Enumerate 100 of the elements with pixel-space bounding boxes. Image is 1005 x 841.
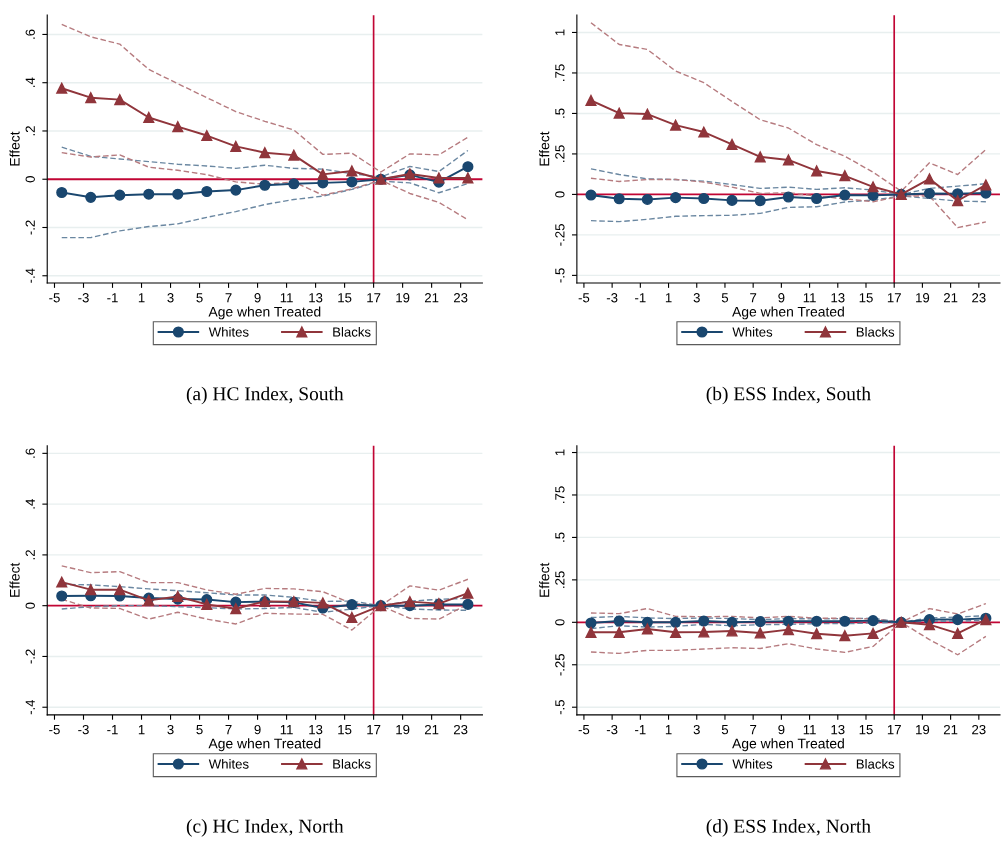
y-tick-label: -.4 bbox=[25, 268, 35, 283]
x-tick-label: 13 bbox=[831, 293, 845, 303]
y-tick-label: 0 bbox=[555, 619, 565, 626]
legend-label: Blacks bbox=[333, 759, 371, 769]
y-tick-label: .25 bbox=[555, 571, 565, 588]
x-tick-label: 19 bbox=[396, 293, 410, 303]
y-axis-title: Effect bbox=[539, 131, 550, 166]
x-tick-label: 17 bbox=[367, 293, 381, 303]
x-tick-label: 5 bbox=[196, 293, 203, 303]
x-tick-label: 11 bbox=[803, 725, 816, 735]
x-tick-label: 23 bbox=[453, 293, 468, 303]
x-axis-title: Age when Treated bbox=[732, 306, 844, 320]
x-tick-label: -1 bbox=[107, 293, 118, 303]
y-tick-label: -.2 bbox=[25, 220, 35, 235]
x-tick-label: -1 bbox=[635, 725, 646, 735]
x-tick-label: 19 bbox=[916, 293, 930, 303]
x-tick-label: 23 bbox=[972, 293, 986, 303]
x-tick-label: 11 bbox=[280, 293, 293, 303]
x-tick-label: -1 bbox=[107, 725, 118, 735]
y-tick-label: 0 bbox=[555, 191, 565, 198]
x-tick-label: 19 bbox=[396, 724, 410, 735]
y-tick-label: .2 bbox=[25, 126, 35, 136]
y-axis-title: Effect bbox=[539, 562, 550, 597]
y-tick-label: .75 bbox=[555, 486, 565, 503]
x-tick-label: 7 bbox=[750, 725, 757, 735]
legend-label: Whites bbox=[732, 759, 773, 769]
x-tick-label: -3 bbox=[606, 293, 618, 303]
y-tick-label: .2 bbox=[25, 550, 35, 560]
y-tick-label: -.5 bbox=[555, 268, 565, 283]
y-tick-label: 0 bbox=[25, 176, 35, 183]
legend-label: Whites bbox=[208, 759, 249, 769]
y-tick-label: -.4 bbox=[25, 699, 35, 715]
x-tick-label: -5 bbox=[578, 725, 590, 735]
x-tick-label: 3 bbox=[693, 293, 700, 303]
text: (c) HC Index, North bbox=[186, 819, 344, 837]
x-tick-label: 21 bbox=[424, 724, 439, 735]
x-axis-title: Age when Treated bbox=[208, 306, 321, 320]
x-tick-label: 15 bbox=[859, 293, 873, 303]
x-tick-label: 1 bbox=[665, 293, 672, 303]
x-tick-label: 7 bbox=[225, 293, 232, 303]
legend-label: Blacks bbox=[333, 327, 371, 337]
x-tick-label: 17 bbox=[887, 725, 901, 735]
x-tick-label: -3 bbox=[606, 724, 618, 735]
x-tick-label: 1 bbox=[665, 725, 672, 735]
y-tick-label: -.5 bbox=[555, 700, 565, 715]
y-tick-label: 1 bbox=[555, 29, 565, 36]
x-tick-label: -1 bbox=[635, 293, 646, 303]
x-tick-label: 15 bbox=[338, 293, 352, 303]
legend-label: Blacks bbox=[856, 327, 895, 337]
y-tick-label: .5 bbox=[555, 108, 565, 118]
x-tick-label: 15 bbox=[338, 725, 352, 735]
x-tick-label: 7 bbox=[225, 725, 232, 735]
x-tick-label: -5 bbox=[578, 293, 590, 303]
legend-label: Whites bbox=[208, 327, 249, 337]
y-tick-label: 1 bbox=[555, 449, 565, 456]
x-tick-label: 9 bbox=[778, 724, 785, 735]
text: (d) ESS Index, North bbox=[706, 819, 871, 837]
y-tick-label: .5 bbox=[555, 532, 565, 542]
x-tick-label: 13 bbox=[831, 724, 845, 735]
x-tick-label: 17 bbox=[887, 293, 901, 303]
y-tick-label: .6 bbox=[25, 448, 35, 458]
x-tick-label: -5 bbox=[49, 725, 60, 735]
x-tick-label: 11 bbox=[280, 725, 293, 735]
x-tick-label: 5 bbox=[721, 725, 729, 735]
y-tick-label: -.25 bbox=[555, 224, 565, 246]
x-tick-label: -3 bbox=[78, 293, 89, 303]
x-tick-label: 3 bbox=[167, 724, 174, 735]
x-tick-label: 19 bbox=[916, 724, 930, 735]
x-tick-label: 5 bbox=[721, 293, 729, 303]
x-tick-label: 9 bbox=[254, 724, 261, 735]
x-tick-label: 5 bbox=[196, 725, 203, 735]
x-tick-label: 13 bbox=[309, 724, 323, 735]
y-tick-label: .4 bbox=[25, 499, 35, 509]
y-tick-label: -.2 bbox=[25, 649, 35, 664]
x-tick-label: 9 bbox=[778, 293, 785, 303]
x-tick-label: 21 bbox=[943, 724, 958, 735]
y-tick-label: -.25 bbox=[555, 653, 565, 676]
y-axis-title: Effect bbox=[9, 131, 20, 166]
y-tick-label: 0 bbox=[25, 602, 35, 609]
x-tick-label: 13 bbox=[309, 293, 323, 303]
x-tick-label: 23 bbox=[972, 724, 986, 735]
y-tick-label: .75 bbox=[555, 64, 565, 81]
x-tick-label: 1 bbox=[138, 725, 145, 735]
y-tick-label: .4 bbox=[25, 77, 35, 87]
y-axis-title: Effect bbox=[9, 562, 20, 597]
text: (b) ESS Index, South bbox=[706, 386, 871, 405]
y-tick-label: .6 bbox=[25, 29, 35, 39]
y-tick-label: .25 bbox=[555, 145, 565, 162]
x-tick-label: 3 bbox=[167, 293, 174, 303]
text: (a) HC Index, South bbox=[186, 386, 344, 405]
x-tick-label: 23 bbox=[453, 724, 468, 735]
x-tick-label: 11 bbox=[803, 293, 816, 303]
x-tick-label: 9 bbox=[254, 293, 261, 303]
x-tick-label: 7 bbox=[750, 293, 757, 303]
x-tick-label: 17 bbox=[367, 725, 381, 735]
x-axis-title: Age when Treated bbox=[208, 738, 321, 752]
legend-label: Blacks bbox=[856, 759, 895, 769]
x-tick-label: 21 bbox=[943, 293, 958, 303]
x-tick-label: 15 bbox=[859, 725, 873, 735]
x-axis-title: Age when Treated bbox=[732, 738, 844, 752]
